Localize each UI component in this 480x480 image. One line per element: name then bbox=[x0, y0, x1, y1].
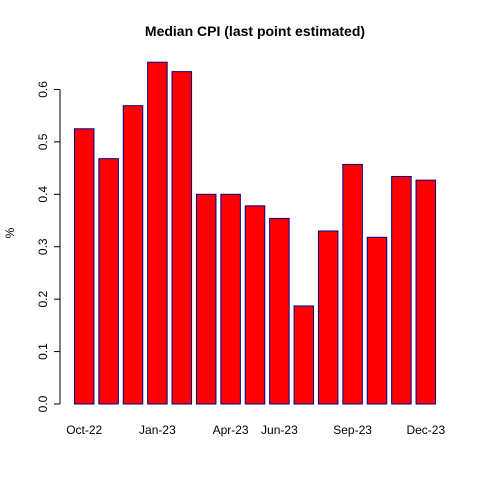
bars-group bbox=[73, 61, 437, 405]
bar-aug-23 bbox=[317, 230, 339, 405]
bar-nov-22 bbox=[98, 158, 119, 405]
y-tick-label: 0.6 bbox=[36, 81, 50, 98]
bar-dec-23 bbox=[415, 179, 437, 405]
y-axis-label: % bbox=[3, 227, 17, 238]
y-tick-label: 0.4 bbox=[36, 186, 50, 203]
y-tick-label: 0.2 bbox=[36, 290, 50, 307]
y-tick-label: 0.1 bbox=[36, 343, 50, 360]
y-tick-label: 0.5 bbox=[36, 133, 50, 150]
x-tick-label: Jan-23 bbox=[139, 423, 176, 437]
bar-mar-23 bbox=[195, 193, 217, 405]
bar-oct-22 bbox=[73, 128, 95, 405]
x-tick-label: Jun-23 bbox=[261, 423, 298, 437]
bar-apr-23 bbox=[220, 193, 241, 405]
bar-nov-23 bbox=[391, 175, 412, 405]
chart-title: Median CPI (last point estimated) bbox=[145, 23, 365, 39]
x-tick-label: Sep-23 bbox=[333, 423, 372, 437]
bar-oct-23 bbox=[366, 236, 388, 405]
x-tick-label: Dec-23 bbox=[406, 423, 445, 437]
bar-may-23 bbox=[244, 205, 266, 405]
x-tick-label: Apr-23 bbox=[213, 423, 249, 437]
bar-feb-23 bbox=[171, 71, 193, 405]
bar-dec-22 bbox=[122, 105, 144, 405]
y-tick-label: 0.3 bbox=[36, 238, 50, 255]
bar-jan-23 bbox=[147, 61, 168, 405]
y-tick-label: 0.0 bbox=[36, 395, 50, 412]
bar-sep-23 bbox=[342, 163, 363, 405]
bar-jun-23 bbox=[269, 217, 290, 405]
x-axis: Oct-22 Jan-23 Apr-23 Jun-23 Sep-23 Dec-23 bbox=[66, 423, 445, 437]
x-tick-label: Oct-22 bbox=[66, 423, 102, 437]
bar-jul-23 bbox=[293, 305, 315, 405]
y-axis: 0.0 0.1 0.2 0.3 0.4 0.5 0.6 bbox=[36, 81, 61, 412]
